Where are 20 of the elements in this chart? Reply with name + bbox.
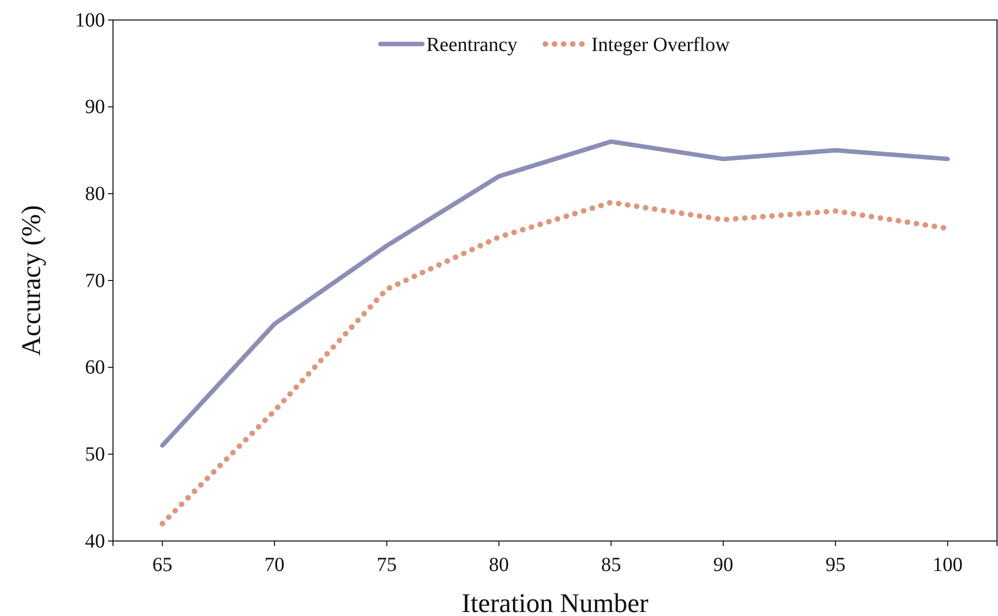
x-tick-label: 65 bbox=[152, 554, 172, 576]
y-tick-label: 100 bbox=[75, 9, 105, 32]
legend-label: Integer Overflow bbox=[591, 34, 730, 56]
x-tick-label: 90 bbox=[713, 554, 734, 576]
y-axis-title: Accuracy (%) bbox=[16, 205, 46, 356]
x-tick-label: 75 bbox=[376, 554, 397, 576]
x-tick-label: 95 bbox=[825, 554, 846, 576]
x-axis-title: Iteration Number bbox=[462, 588, 648, 616]
x-tick-label: 70 bbox=[264, 554, 285, 576]
x-tick-label: 80 bbox=[488, 554, 509, 576]
line-series bbox=[160, 139, 950, 448]
x-tick-label: 100 bbox=[932, 554, 963, 576]
y-tick-label: 70 bbox=[85, 270, 105, 292]
y-tick-label: 80 bbox=[85, 183, 105, 206]
y-tick-label: 60 bbox=[85, 356, 105, 379]
y-tick-label: 90 bbox=[85, 96, 105, 118]
x-tick-label: 85 bbox=[601, 554, 622, 576]
y-tick-label: 50 bbox=[85, 444, 105, 466]
legend-label: Reentrancy bbox=[426, 34, 518, 56]
y-tick-label: 40 bbox=[85, 530, 105, 552]
